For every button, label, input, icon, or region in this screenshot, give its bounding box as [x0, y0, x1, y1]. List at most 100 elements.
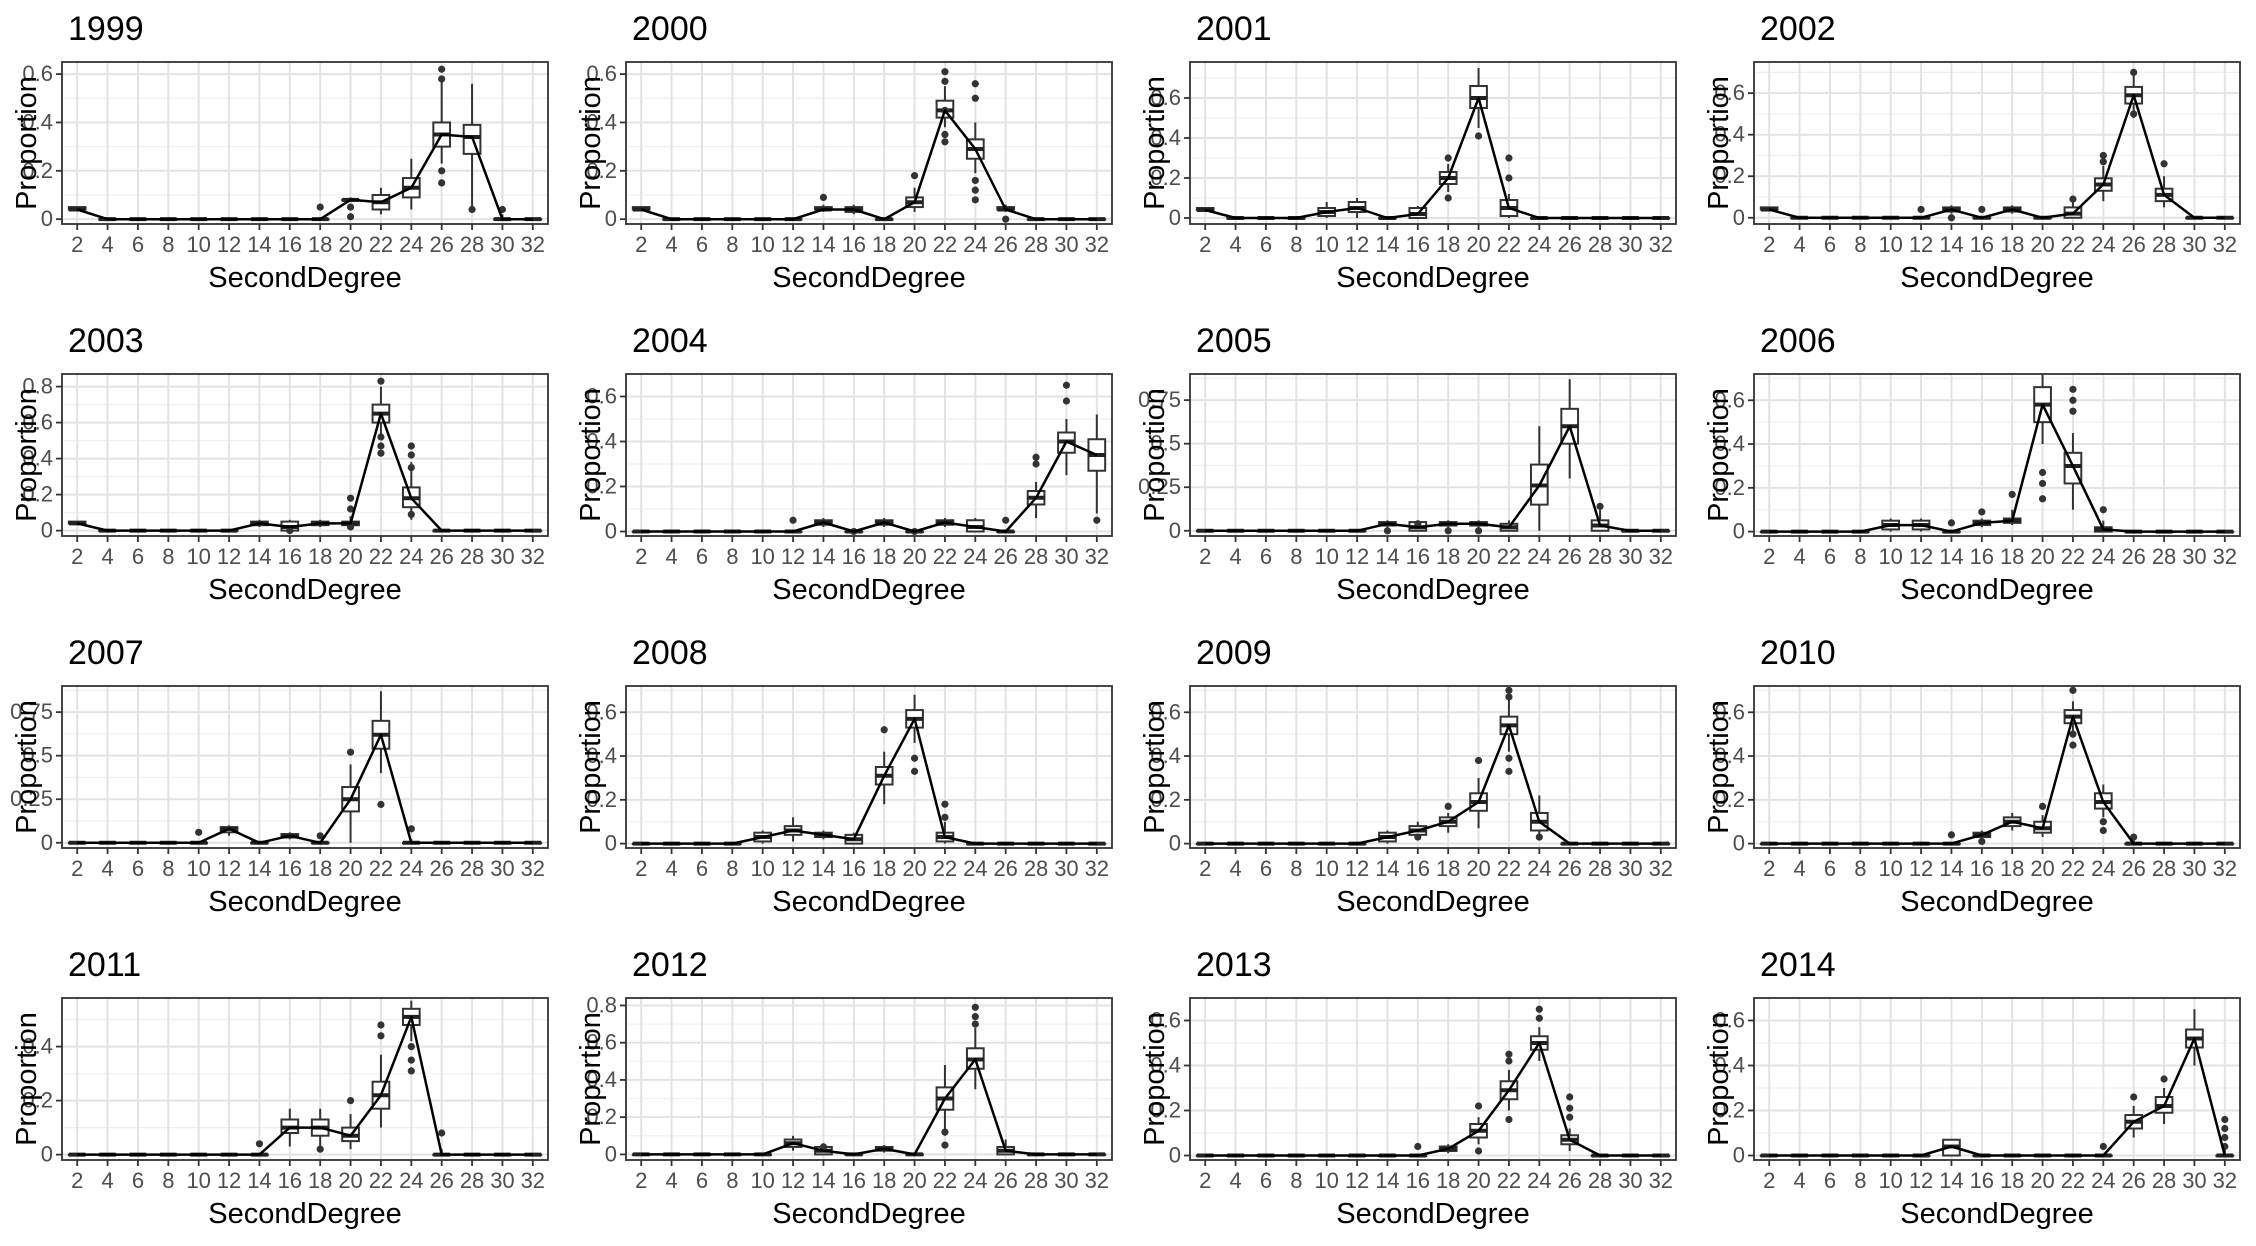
median-line: [77, 733, 533, 845]
x-tick-label: 30: [490, 1168, 514, 1193]
y-tick-label: 0.6: [586, 1030, 617, 1055]
y-tick-label: 0.25: [10, 786, 53, 811]
x-axis-title: SecondDegree: [1336, 886, 1529, 918]
facet-1999: 00.20.40.62 4 6 8 10 12 14 16 18 20 22 24 26 28 30 3219…: [11, 10, 549, 294]
y-tick-label: 0.75: [1138, 387, 1181, 412]
x-tick-label: 26: [993, 1168, 1017, 1193]
x-tick-label: 24: [2091, 1168, 2115, 1193]
y-tick-label: 0.6: [1714, 387, 1745, 412]
outlier-point: [971, 186, 979, 194]
x-tick-label: 30: [490, 856, 514, 881]
x-tick-label: 30: [490, 232, 514, 257]
panel-background: [62, 686, 548, 848]
outlier-point: [941, 68, 949, 76]
x-tick-label: 20: [902, 232, 926, 257]
outlier-point: [468, 205, 476, 214]
x-tick-label: 6: [1824, 544, 1836, 569]
panel-background: [1754, 374, 2240, 536]
x-tick-label: 14: [1939, 1168, 1963, 1193]
x-tick-label: 6: [1824, 1168, 1836, 1193]
x-tick-label: 18: [1436, 856, 1460, 881]
x-tick-label: 10: [186, 856, 210, 881]
panel-background: [626, 62, 1112, 224]
y-axis-title: Proportion: [575, 76, 607, 210]
y-tick-label: 0.2: [1150, 165, 1181, 190]
x-tick-label: 4: [665, 232, 677, 257]
outlier-point: [438, 179, 446, 187]
outlier-point: [2069, 396, 2077, 404]
outlier-point: [1444, 154, 1452, 162]
x-tick-label: 4: [1793, 544, 1805, 569]
x-tick-label: 20: [338, 1168, 362, 1193]
panel-title: 2009: [1196, 634, 1272, 672]
x-tick-label: 26: [429, 232, 453, 257]
x-tick-label: 28: [460, 1168, 484, 1193]
x-tick-label: 6: [1260, 544, 1272, 569]
x-tick-label: 4: [101, 544, 113, 569]
outlier-point: [2099, 826, 2107, 835]
y-tick-label: 0: [1733, 831, 1745, 856]
outlier-point: [346, 505, 355, 513]
x-axis-title: SecondDegree: [208, 262, 401, 294]
y-tick-label: 0.4: [586, 1067, 617, 1092]
y-tick-label: 0.6: [586, 384, 617, 409]
x-axis-title: SecondDegree: [1336, 1198, 1529, 1230]
x-axis-title: SecondDegree: [772, 886, 965, 918]
y-tick-label: 0: [1733, 519, 1745, 544]
x-tick-label: 4: [665, 1168, 677, 1193]
y-axis-title: Proportion: [1139, 76, 1171, 210]
x-tick-label: 22: [2061, 544, 2085, 569]
x-tick-label: 18: [872, 1168, 896, 1193]
y-tick-label: 0.8: [22, 374, 53, 399]
outlier-point: [1032, 460, 1040, 468]
x-tick-label: 18: [872, 856, 896, 881]
y-tick-label: 0.4: [22, 109, 53, 134]
x-tick-label: 22: [1497, 544, 1521, 569]
x-tick-label: 18: [1436, 544, 1460, 569]
x-tick-label: 8: [1854, 1168, 1866, 1193]
x-tick-label: 32: [1085, 544, 1109, 569]
facet-2000: 00.20.40.62 4 6 8 10 12 14 16 18 20 22 24 26 28 30 3220…: [575, 10, 1113, 294]
x-tick-label: 24: [963, 856, 987, 881]
y-tick-label: 0: [1169, 831, 1181, 856]
y-tick-label: 0.6: [1150, 85, 1181, 110]
y-tick-label: 0.2: [1714, 163, 1745, 188]
x-tick-label: 14: [1939, 544, 1963, 569]
outlier-point: [971, 1013, 979, 1021]
outlier-point: [1917, 205, 1925, 214]
panel-border: [1753, 373, 2241, 537]
x-tick-label: 22: [1497, 232, 1521, 257]
facet-2008: 00.20.40.62 4 6 8 10 12 14 16 18 20 22 24 26 28 30 3220…: [575, 634, 1113, 918]
x-tick-label: 18: [1436, 232, 1460, 257]
x-tick-label: 10: [750, 232, 774, 257]
panel-title: 2008: [632, 634, 708, 672]
x-tick-label: 16: [1406, 232, 1430, 257]
x-tick-label: 24: [1527, 856, 1551, 881]
x-tick-label: 30: [1618, 1168, 1642, 1193]
facet-2001: 00.20.40.62 4 6 8 10 12 14 16 18 20 22 24 26 28 30 3220…: [1139, 10, 1677, 294]
x-tick-label: 20: [338, 856, 362, 881]
outlier-point: [910, 767, 919, 775]
median-line: [1204, 96, 1661, 220]
x-tick-label: 26: [993, 856, 1017, 881]
facet-2006: 00.20.40.62 4 6 8 10 12 14 16 18 20 22 24 26 28 30 3220…: [1703, 322, 2241, 606]
outlier-point: [346, 523, 355, 531]
x-tick-label: 4: [1229, 544, 1241, 569]
outlier-point: [819, 1143, 828, 1151]
x-axis-title: SecondDegree: [1900, 262, 2093, 294]
x-tick-label: 2: [1199, 856, 1211, 881]
x-tick-label: 30: [1618, 856, 1642, 881]
y-tick-label: 0.6: [586, 699, 617, 724]
x-tick-label: 24: [399, 232, 423, 257]
y-tick-label: 0.2: [1714, 787, 1745, 812]
outlier-point: [2069, 730, 2077, 738]
x-tick-label: 10: [186, 232, 210, 257]
panel-title: 2000: [632, 10, 708, 48]
panel-title: 2010: [1760, 634, 1836, 672]
y-tick-label: 0.4: [586, 109, 617, 134]
x-tick-label: 32: [1649, 544, 1673, 569]
outlier-point: [2130, 833, 2138, 841]
x-tick-label: 24: [2091, 232, 2115, 257]
x-tick-label: 32: [1649, 856, 1673, 881]
